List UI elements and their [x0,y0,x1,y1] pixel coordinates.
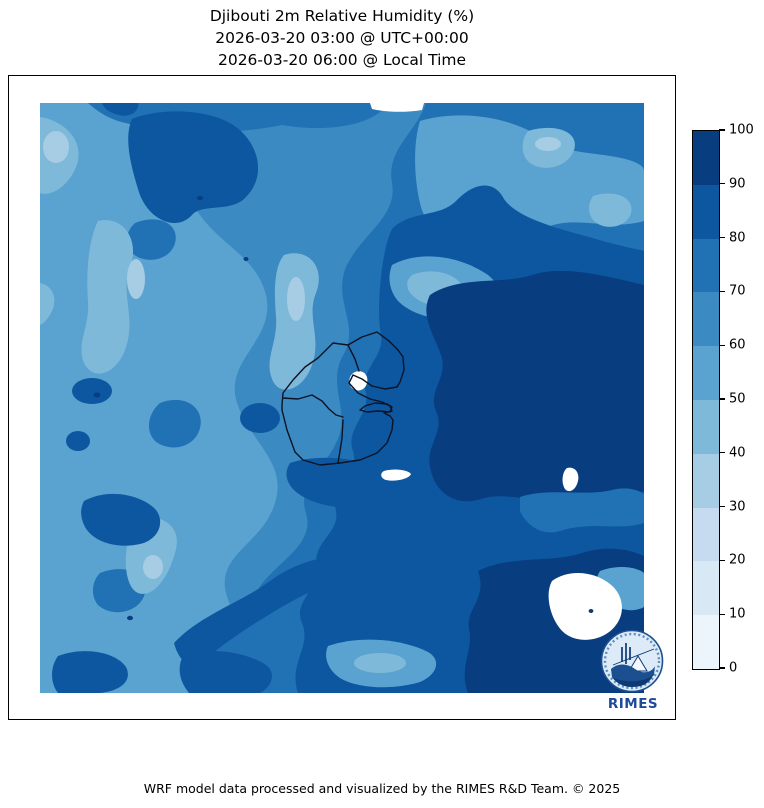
plot-subtitle-local: 2026-03-20 06:00 @ Local Time [217,51,467,69]
colorbar-tick-mark [719,290,725,293]
logo-wave-icon [611,664,655,683]
colorbar-ticks: 0 10 20 30 40 50 60 70 80 90 100 [719,123,764,676]
colorbar-tick-mark [719,559,725,562]
colorbar-tick-mark [719,505,725,508]
humidity-contour-map [40,103,644,693]
colorbar-tick-label: 100 [729,122,754,138]
colorbar [692,130,720,670]
colorbar-tick-label: 60 [729,337,746,353]
colorbar-segment [693,507,719,562]
colorbar-tick-label: 0 [729,660,738,676]
colorbar-tick-label: 90 [729,176,746,192]
colorbar-segment [693,238,719,293]
region-boundary [337,419,344,464]
colorbar-tick-label: 10 [729,606,746,622]
colorbar-segment [693,561,719,616]
djibouti-admin-boundaries [281,331,405,466]
logo-wordmark: RIMES [607,696,659,712]
plot-title-block: Djibouti 2m Relative Humidity (%) 2026-0… [8,5,676,71]
colorbar-tick-mark [719,452,725,454]
colorbar-tick-mark [719,398,725,400]
logo-seismograph-icon [621,643,631,664]
masked-water-bodies [349,103,622,640]
colorbar-tick-label: 70 [729,283,746,299]
region-boundary [282,394,344,418]
colorbar-tick-mark [719,344,725,346]
colorbar-segment [693,346,719,400]
plot-subtitle-utc: 2026-03-20 03:00 @ UTC+00:00 [215,29,469,47]
region-boundary [359,402,393,413]
rimes-logo: RIMES [598,629,668,712]
logo-wave-icon-dark [612,675,653,687]
plot-title: Djibouti 2m Relative Humidity (%) [209,7,475,25]
colorbar-tick-mark [719,236,725,239]
colorbar-segment [693,184,719,239]
colorbar-tick-label: 80 [729,230,746,246]
colorbar-segment [693,453,719,508]
logo-rim-text-ring [603,632,661,690]
colorbar-tick-label: 30 [729,499,746,515]
colorbar-segment [693,131,719,185]
colorbar-tick-mark [719,129,725,131]
colorbar-segment [693,292,719,347]
contour-fill-regions [40,103,644,693]
colorbar-segment [693,399,719,454]
colorbar-tick-mark [719,667,725,669]
colorbar-tick-mark [719,613,725,615]
rimes-logo-emblem [600,629,664,693]
colorbar-tick-label: 40 [729,445,746,461]
djibouti-outer-boundary [281,331,405,466]
credit-footer: WRF model data processed and visualized … [143,781,621,796]
colorbar-tick-mark [719,183,725,185]
region-boundary [347,344,360,372]
logo-diagonal-line [612,648,655,666]
colorbar-tick-label: 50 [729,391,746,407]
colorbar-segment [693,615,719,669]
colorbar-tick-label: 20 [729,552,746,568]
